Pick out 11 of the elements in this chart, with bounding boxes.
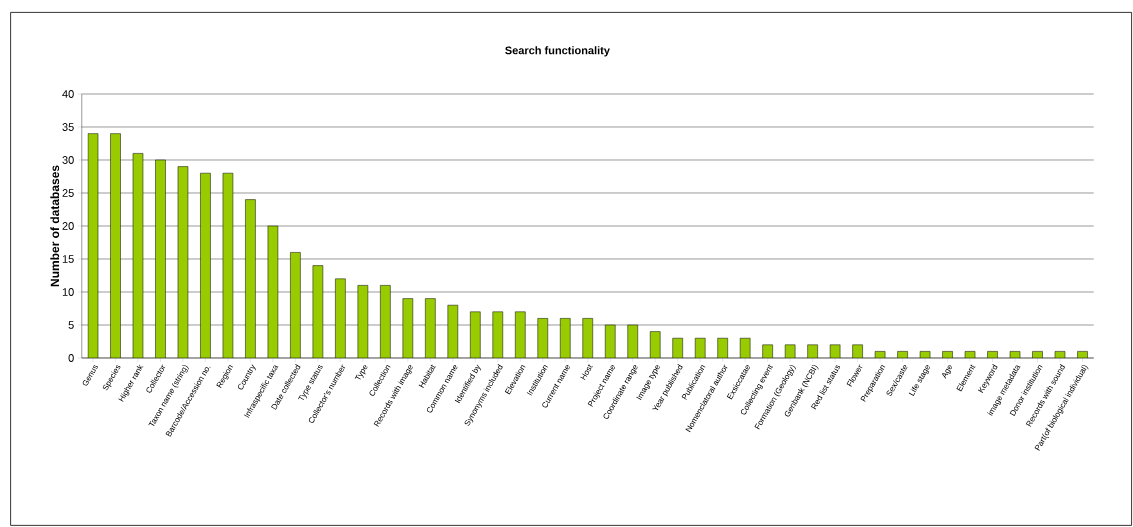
y-tick-label: 10 [62, 288, 74, 296]
chart-title: Search functionality [505, 46, 610, 57]
y-tick-label: 40 [62, 90, 74, 98]
y-tick-label: 35 [62, 123, 74, 131]
y-tick-label: 30 [62, 156, 74, 164]
y-tick-label: 15 [62, 255, 74, 263]
y-tick-label: 20 [62, 222, 74, 230]
y-tick-label: 0 [68, 354, 74, 362]
y-tick-label: 25 [62, 189, 74, 197]
y-axis-title: Number of databases [50, 165, 60, 287]
y-tick-label: 5 [68, 321, 74, 329]
